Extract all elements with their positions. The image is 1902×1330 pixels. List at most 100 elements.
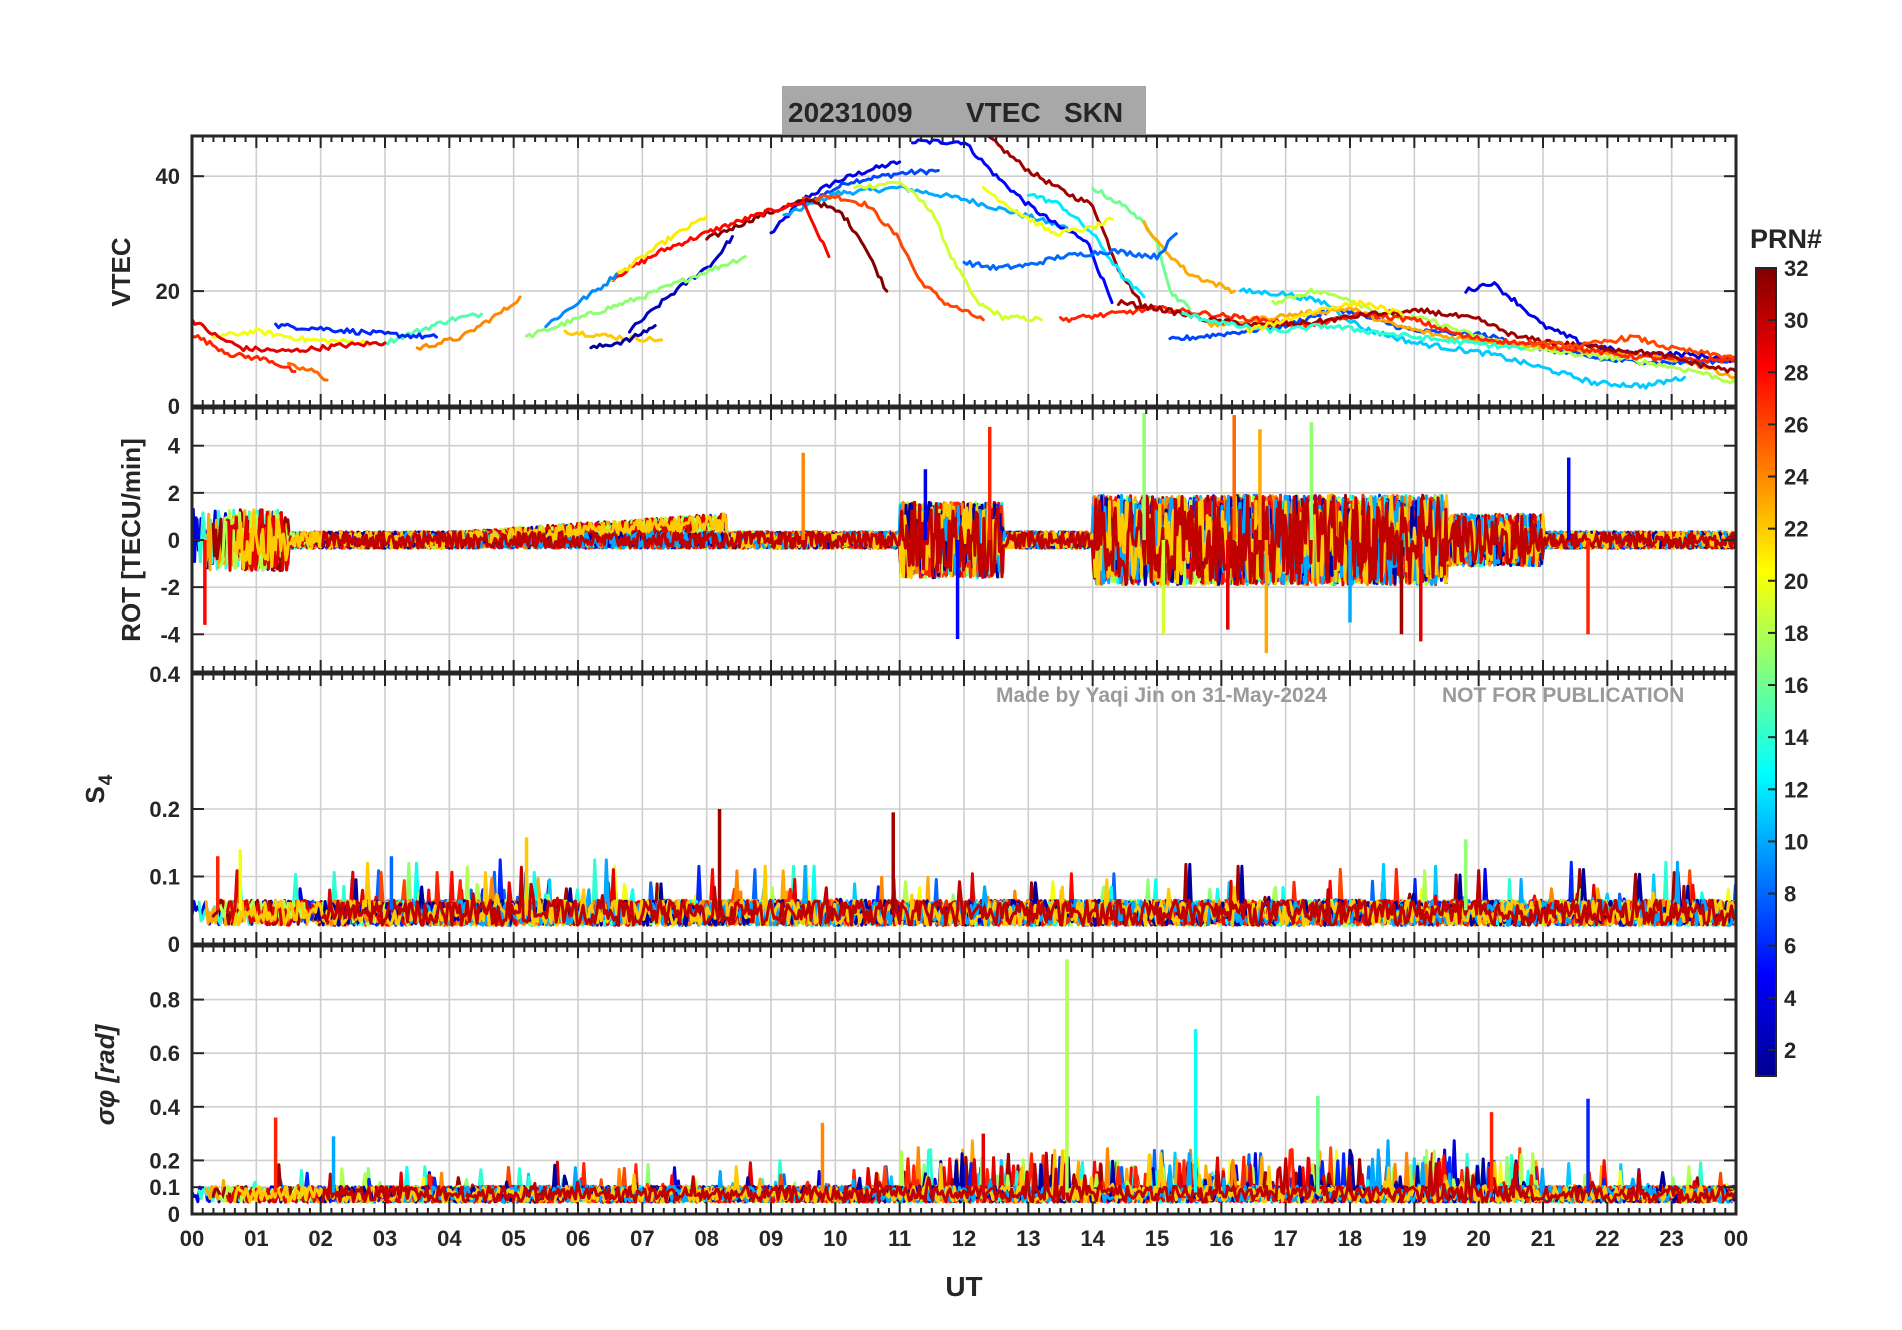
vtec-trace-prn14	[1181, 311, 1526, 351]
x-tick-label: 23	[1659, 1226, 1683, 1251]
s4-panel-ytick: 0.2	[149, 797, 180, 822]
vtec-trace-prn20	[209, 327, 374, 347]
vtec-trace-prn5	[911, 138, 1114, 305]
vtec-trace-prn15	[383, 312, 483, 346]
x-tick-label: 17	[1273, 1226, 1297, 1251]
vtec-trace-prn26	[801, 194, 985, 322]
title-station: SKN	[1064, 97, 1123, 128]
svg-text:4: 4	[96, 774, 117, 785]
watermark-maker: Made by Yaqi Jin on 31-May-2024	[996, 684, 1327, 707]
x-tick-label: 08	[694, 1226, 718, 1251]
x-tick-label: 18	[1338, 1226, 1362, 1251]
colorbar-tick-label: 10	[1784, 829, 1808, 854]
vtec-panel-ytick: 0	[168, 394, 180, 419]
colorbar-tick-label: 12	[1784, 777, 1808, 802]
x-tick-label: 19	[1402, 1226, 1426, 1251]
svg-text:S: S	[80, 786, 110, 803]
colorbar-tick-label: 28	[1784, 360, 1808, 385]
x-tick-label: 07	[630, 1226, 654, 1251]
vtec-trace-prn21	[1245, 299, 1403, 335]
watermark-notice: NOT FOR PUBLICATION	[1442, 684, 1684, 707]
x-tick-label: 20	[1466, 1226, 1490, 1251]
vtec-trace-prn4	[1464, 281, 1736, 364]
colorbar-tick-label: 14	[1784, 725, 1809, 750]
rot-panel-ytick: 4	[168, 434, 181, 459]
s4-panel-ytick: 0	[168, 932, 180, 957]
vtec-trace-prn17	[525, 255, 747, 339]
sigma-phi-ylabel: σφ [rad]	[90, 1023, 120, 1125]
x-tick-label: 11	[888, 1226, 911, 1251]
x-tick-label: 00	[1724, 1226, 1748, 1251]
vtec-trace-prn24	[415, 295, 522, 351]
x-axis-label: UT	[945, 1271, 982, 1302]
s4-panel-trace-prn22	[233, 861, 1736, 927]
colorbar-tick-label: 16	[1784, 673, 1808, 698]
vtec-trace-prn29	[192, 317, 387, 353]
title-box: 20231009 VTEC SKN	[782, 86, 1146, 134]
x-tick-label: 09	[759, 1226, 783, 1251]
vtec-trace-prn23	[1142, 220, 1236, 294]
rot-panel-trace-prn30	[321, 494, 1736, 586]
vtec-trace-prn8	[962, 232, 1178, 271]
colorbar-tick-label: 24	[1784, 465, 1809, 490]
colorbar-tick-label: 18	[1784, 621, 1808, 646]
x-tick-label: 02	[308, 1226, 332, 1251]
x-tick-label: 03	[373, 1226, 397, 1251]
grid-layer	[192, 136, 1736, 1214]
x-tick-label: 06	[566, 1226, 590, 1251]
sigma-phi-panel-ytick: 0	[168, 1202, 180, 1227]
vtec-trace-prn3	[628, 235, 734, 334]
rot-panel-traces	[192, 412, 1736, 654]
vtec-trace-prn6	[274, 322, 438, 340]
sigma-phi-panel-ytick: 0.8	[149, 988, 180, 1013]
vtec-trace-prn32	[705, 197, 889, 293]
sigma-phi-panel-trace-prn30	[321, 1151, 1736, 1204]
x-tick-label: 01	[244, 1226, 268, 1251]
s4-ylabel: S 4	[80, 774, 117, 803]
vtec-trace-prn11	[1239, 287, 1686, 390]
colorbar-label: PRN#	[1750, 224, 1822, 254]
colorbar-tick-label: 32	[1784, 256, 1808, 281]
rot-panel-ytick: 2	[168, 481, 180, 506]
colorbar-tick-label: 30	[1784, 308, 1808, 333]
colorbar-gradient	[1755, 267, 1777, 1077]
vtec-trace-prn19	[853, 180, 1043, 323]
x-tick-label: 22	[1595, 1226, 1619, 1251]
x-tick-label: 21	[1531, 1226, 1555, 1251]
s4-panel-ytick: 0.4	[149, 662, 180, 687]
vtec-trace-prn31	[986, 136, 1146, 310]
vtec-trace-prn18	[1271, 287, 1736, 385]
vtec-trace-prn9	[544, 272, 619, 329]
title-product: VTEC	[966, 97, 1041, 128]
vtec-trace-prn21	[608, 214, 709, 282]
colorbar-tick-label: 2	[1784, 1038, 1796, 1063]
x-tick-label: 16	[1209, 1226, 1233, 1251]
s4-panel-ytick: 0.1	[149, 865, 180, 890]
axes-layer: 02040-4-202400.10.20.400.10.20.40.60.800…	[149, 134, 1748, 1251]
rot-panel-ytick: -4	[160, 622, 180, 647]
vtec-panel-ytick: 40	[156, 164, 180, 189]
vtec-trace-prn22	[563, 329, 664, 343]
sigma-phi-panel-traces	[192, 959, 1736, 1204]
vtec-trace-prn2	[589, 324, 657, 350]
x-tick-label: 04	[437, 1226, 462, 1251]
vtec-trace-prn27	[192, 334, 297, 373]
colorbar-tick-label: 4	[1784, 986, 1797, 1011]
colorbar-tick-label: 8	[1784, 882, 1796, 907]
vtec-trace-prn12	[1026, 192, 1146, 299]
x-tick-label: 00	[180, 1226, 204, 1251]
colorbar-tick-label: 22	[1784, 517, 1808, 542]
vtec-trace-prn16	[1091, 187, 1191, 310]
sigma-phi-panel-ytick: 0.6	[149, 1041, 180, 1066]
vtec-trace-prn25	[287, 361, 329, 382]
sigma-phi-panel-ytick: 0.1	[149, 1175, 180, 1200]
sigma-phi-panel-ytick: 0.2	[149, 1148, 180, 1173]
colorbar-tick-label: 20	[1784, 569, 1808, 594]
sigma-phi-panel-ytick: 0.4	[149, 1095, 180, 1120]
vtec-ylabel: VTEC	[106, 237, 136, 307]
x-tick-label: 10	[823, 1226, 847, 1251]
vtec-trace-prn20	[981, 186, 1114, 237]
